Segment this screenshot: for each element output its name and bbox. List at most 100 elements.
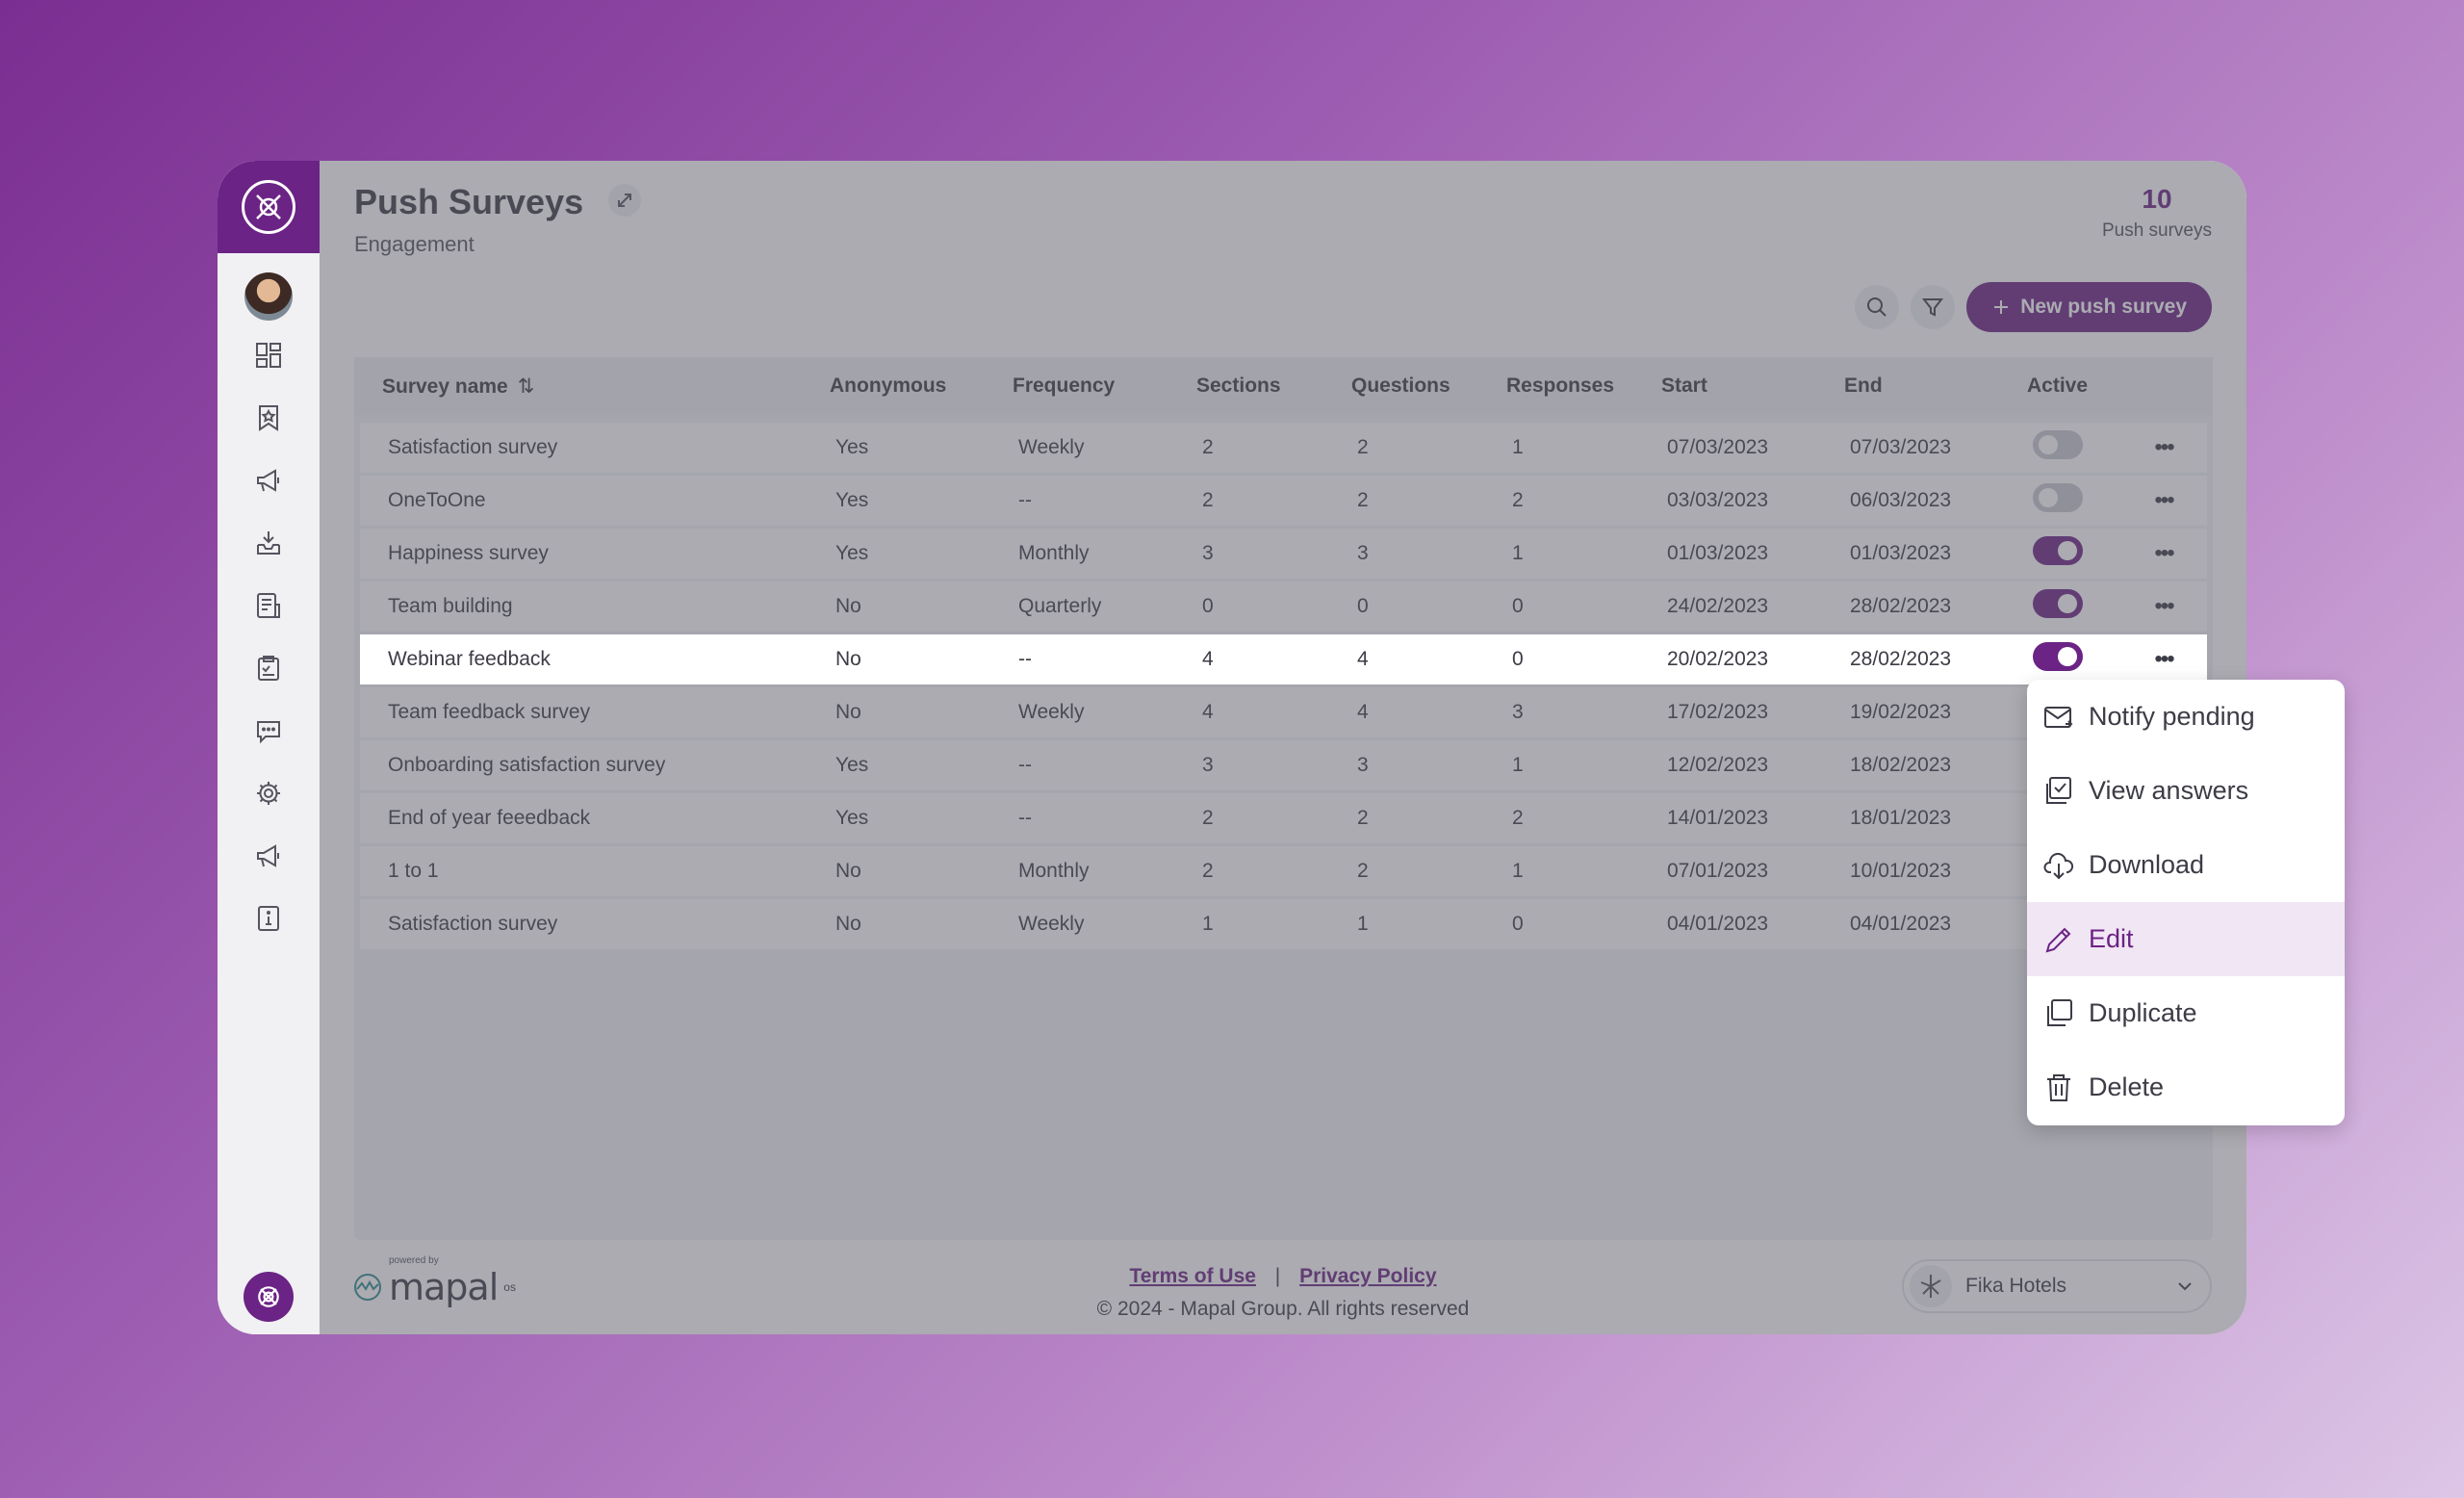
sort-icon[interactable]: ⇅ (517, 374, 535, 398)
frequency-cell: -- (1018, 648, 1032, 670)
end-date-cell: 10/01/2023 (1850, 860, 1952, 882)
survey-name-cell: 1 to 1 (388, 860, 439, 882)
more-actions-icon[interactable]: ••• (2154, 592, 2174, 619)
table-row[interactable]: 1 to 1 No Monthly 2 2 1 07/01/2023 10/01/2023 (360, 846, 2207, 896)
sections-cell: 1 (1202, 913, 1214, 935)
menu-item-delete[interactable]: Delete (2027, 1050, 2345, 1124)
active-toggle[interactable] (2033, 642, 2083, 671)
megaphone-icon[interactable] (251, 463, 286, 498)
app-window: Push Surveys Engagement 10 Push surveys … (218, 161, 2246, 1334)
table-header: Survey name ⇅ Anonymous Frequency Section… (354, 357, 2213, 415)
menu-item-label: Edit (2089, 924, 2134, 953)
anonymous-cell: Yes (835, 542, 869, 564)
table-row[interactable]: Team building No Quarterly 0 0 0 24/02/2023 28/… (360, 581, 2207, 632)
questions-cell: 4 (1357, 701, 1369, 723)
menu-item-edit[interactable]: Edit (2027, 902, 2345, 976)
questions-cell: 2 (1357, 436, 1369, 458)
survey-name-cell: End of year feeedback (388, 807, 591, 829)
announcement-icon[interactable] (251, 839, 286, 873)
survey-name-cell: Satisfaction survey (388, 436, 558, 458)
more-actions-icon[interactable]: ••• (2154, 645, 2174, 672)
column-header-active: Active (2027, 374, 2089, 397)
more-actions-icon[interactable]: ••• (2154, 539, 2174, 566)
sections-cell: 3 (1202, 542, 1214, 564)
expand-icon[interactable] (608, 184, 641, 217)
trash-icon (2042, 1072, 2089, 1104)
view-answers-icon (2042, 775, 2089, 808)
active-toggle[interactable] (2033, 536, 2083, 565)
frequency-cell: Weekly (1018, 436, 1085, 458)
dashboard-icon[interactable] (251, 338, 286, 373)
bookmark-star-icon[interactable] (251, 400, 286, 435)
questions-cell: 0 (1357, 595, 1369, 617)
end-date-cell: 18/02/2023 (1850, 754, 1952, 776)
app-logo[interactable] (218, 161, 320, 253)
survey-name-cell: Onboarding satisfaction survey (388, 754, 666, 776)
column-header-frequency: Frequency (1013, 374, 1116, 397)
more-actions-icon[interactable]: ••• (2154, 486, 2174, 513)
responses-cell: 2 (1512, 489, 1524, 511)
filter-button[interactable] (1911, 285, 1956, 329)
duplicate-icon (2042, 997, 2089, 1030)
table-row[interactable]: Satisfaction survey No Weekly 1 1 0 04/01/2023… (360, 899, 2207, 949)
active-toggle[interactable] (2033, 589, 2083, 618)
responses-cell: 0 (1512, 913, 1524, 935)
sections-cell: 2 (1202, 489, 1214, 511)
survey-counter: 10 Push surveys (2102, 184, 2212, 242)
info-document-icon[interactable] (251, 901, 286, 936)
menu-item-download[interactable]: Download (2027, 828, 2345, 902)
anonymous-cell: Yes (835, 436, 869, 458)
sidebar (218, 161, 320, 1334)
start-date-cell: 17/02/2023 (1667, 701, 1769, 723)
avatar[interactable] (244, 272, 293, 321)
table-row[interactable]: Satisfaction survey Yes Weekly 2 2 1 07/03/202… (360, 423, 2207, 473)
column-header-survey-name[interactable]: Survey name ⇅ (382, 374, 535, 398)
new-push-survey-button[interactable]: New push survey (1966, 282, 2212, 332)
column-header-sections: Sections (1196, 374, 1281, 397)
table-row[interactable]: OneToOne Yes -- 2 2 2 03/03/2023 06/03/2023 ••• (360, 476, 2207, 526)
menu-item-duplicate[interactable]: Duplicate (2027, 976, 2345, 1050)
active-toggle[interactable] (2033, 483, 2083, 512)
organization-select[interactable]: Fika Hotels (1902, 1259, 2212, 1313)
anonymous-cell: No (835, 860, 861, 882)
table-row[interactable]: Team feedback survey No Weekly 4 4 3 17/02/202… (360, 687, 2207, 737)
sections-cell: 4 (1202, 701, 1214, 723)
chevron-down-icon (2178, 1282, 2192, 1291)
questions-cell: 1 (1357, 913, 1369, 935)
privacy-link[interactable]: Privacy Policy (1299, 1265, 1437, 1287)
anonymous-cell: Yes (835, 489, 869, 511)
survey-name-cell: Team building (388, 595, 513, 617)
sidebar-nav (218, 338, 320, 936)
start-date-cell: 07/01/2023 (1667, 860, 1769, 882)
anonymous-cell: No (835, 648, 861, 670)
responses-cell: 1 (1512, 754, 1524, 776)
inbox-download-icon[interactable] (251, 526, 286, 560)
logo-icon (242, 180, 295, 234)
menu-item-notify-pending[interactable]: Notify pending (2027, 680, 2345, 754)
survey-name-cell: Team feedback survey (388, 701, 591, 723)
settings-icon[interactable] (251, 776, 286, 811)
table-row[interactable]: End of year feeedback Yes -- 2 2 2 14/01/2023 1… (360, 793, 2207, 843)
anonymous-cell: No (835, 913, 861, 935)
footer-logo-icon[interactable] (244, 1272, 294, 1322)
active-toggle[interactable] (2033, 430, 2083, 459)
surveys-icon[interactable] (251, 588, 286, 623)
table-row-selected[interactable]: Webinar feedback No -- 4 4 0 20/02/2023 28/02/2… (360, 634, 2207, 684)
end-date-cell: 19/02/2023 (1850, 701, 1952, 723)
table-row[interactable]: Happiness survey Yes Monthly 3 3 1 01/03/2023 0… (360, 529, 2207, 579)
sections-cell: 4 (1202, 648, 1214, 670)
menu-item-label: Duplicate (2089, 998, 2197, 1027)
questions-cell: 3 (1357, 542, 1369, 564)
menu-item-view-answers[interactable]: View answers (2027, 754, 2345, 828)
table-row[interactable]: Onboarding satisfaction survey Yes -- 3 3 1 12… (360, 740, 2207, 790)
chat-icon[interactable] (251, 713, 286, 748)
survey-count: 10 (2142, 184, 2172, 214)
more-actions-icon[interactable]: ••• (2154, 433, 2174, 460)
organization-name: Fika Hotels (1965, 1275, 2067, 1297)
frequency-cell: Monthly (1018, 860, 1090, 882)
end-date-cell: 07/03/2023 (1850, 436, 1952, 458)
search-button[interactable] (1855, 285, 1900, 329)
clipboard-check-icon[interactable] (251, 651, 286, 685)
terms-link[interactable]: Terms of Use (1129, 1265, 1256, 1287)
end-date-cell: 28/02/2023 (1850, 595, 1952, 617)
